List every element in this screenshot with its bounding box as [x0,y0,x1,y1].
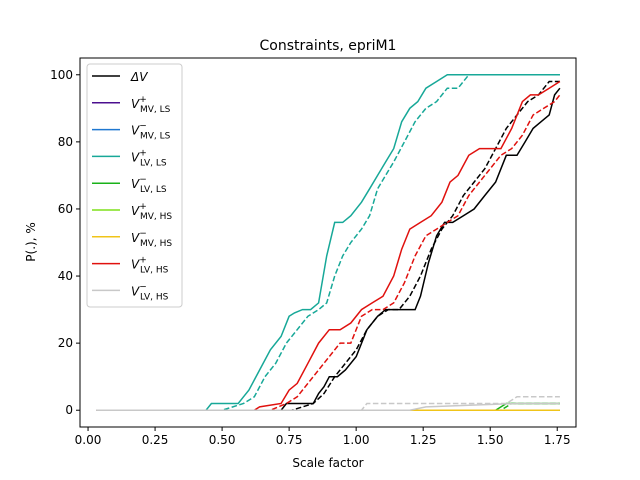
y-tick-label: 100 [50,68,73,82]
legend-label-sup: − [139,175,147,185]
legend-label-sup: − [139,229,147,239]
legend-label-main: V [131,177,140,191]
legend-label: V+ MV, LS [131,95,171,115]
legend-label-sub: LV, HS [140,266,169,276]
legend-label: V− MV, HS [131,229,172,249]
legend-item: V+ LV, HS [92,256,169,276]
plot-frame [79,57,577,428]
x-axis-ticks: 0.00 0.25 0.50 0.75 1.00 1.25 1.50 1.75 [75,427,571,447]
series-3-dashed-line [96,74,560,411]
legend-item: V+ MV, HS [92,202,172,222]
series-3-solid-line [96,74,560,411]
legend-label-main: V [131,150,140,164]
series-7-solid-line [96,80,561,411]
legend-label-sup: + [139,148,147,158]
legend-label-sub: LV, HS [140,292,169,302]
legend-item: V+ LV, LS [92,148,167,168]
plot-lines [96,74,561,411]
series-0-solid-line [96,87,561,411]
legend-item: ΔV [92,70,148,84]
legend-label-sup: − [139,122,147,132]
x-tick-label: 1.75 [544,433,571,447]
x-tick-label: 1.25 [410,433,437,447]
x-tick-label: 0.00 [75,433,102,447]
x-tick-label: 1.50 [477,433,504,447]
legend-label-main: V [131,124,140,138]
legend-item: V− MV, LS [92,122,171,142]
legend-item: V− LV, HS [92,282,169,302]
legend-item: V− MV, HS [92,229,172,249]
legend-label-sub: MV, HS [140,239,172,249]
legend-label-sup: + [139,202,147,212]
legend-label-main: V [131,258,140,272]
series-7-dashed-line [96,94,561,411]
legend-label: ΔV [130,70,148,84]
x-axis-label: Scale factor [292,456,363,470]
legend-item: V+ MV, LS [92,95,171,115]
x-tick-label: 0.50 [209,433,236,447]
legend-label: V− MV, LS [131,122,171,142]
x-tick-label: 0.75 [276,433,303,447]
y-tick-label: 0 [65,403,73,417]
legend-label: V− LV, HS [131,282,169,302]
legend-label: V+ MV, HS [131,202,172,222]
series-8-solid-line [96,402,560,411]
y-tick-label: 60 [58,202,73,216]
y-axis-label: P(.), % [24,222,38,261]
legend-label-main: V [131,284,140,298]
x-tick-label: 0.25 [142,433,169,447]
legend-label-main: V [131,231,140,245]
legend-label-main: V [131,204,140,218]
y-tick-label: 80 [58,135,73,149]
legend-label-main: ΔV [130,70,148,84]
legend-label-main: V [131,97,140,111]
y-tick-label: 40 [58,269,73,283]
legend-label-sub: LV, LS [140,185,167,195]
legend-label-sub: MV, LS [140,132,171,142]
y-tick-label: 20 [58,336,73,350]
chart-title: Constraints, epriM1 [260,38,397,54]
legend-label-sub: LV, LS [140,158,167,168]
legend: ΔVV+ MV, LSV− MV, LSV+ LV, LSV− LV, LSV+ MV, … [86,63,183,308]
legend-label-sup: + [139,256,147,266]
legend-label-sub: MV, HS [140,212,172,222]
x-tick-label: 1.00 [343,433,370,447]
legend-label: V− LV, LS [131,175,167,195]
legend-box [86,63,183,308]
legend-label: V+ LV, LS [131,148,167,168]
y-axis-ticks: 0 20 40 60 80 100 [50,68,80,417]
legend-label-sub: MV, LS [140,105,171,115]
legend-item: V− LV, LS [92,175,167,195]
legend-label-sup: + [139,95,147,105]
legend-label: V+ LV, HS [131,256,169,276]
legend-label-sup: − [139,282,147,292]
